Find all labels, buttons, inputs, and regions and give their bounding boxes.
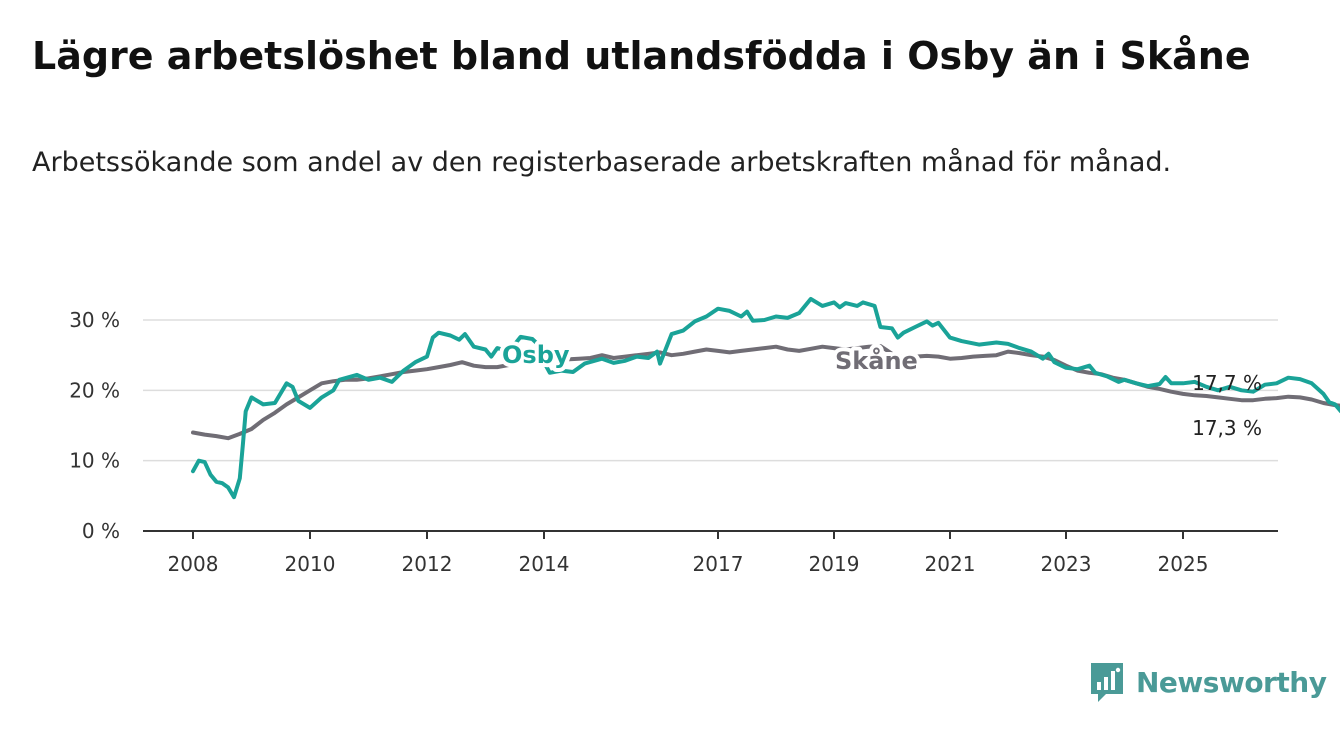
end-label-osby: 17,3 %	[1192, 416, 1262, 440]
x-tick-label: 2014	[519, 552, 570, 576]
x-tick-label: 2023	[1041, 552, 1092, 576]
series-line-osby	[191, 296, 1340, 500]
brand-name: Newsworthy	[1136, 665, 1327, 699]
brand-logo: Newsworthy	[1088, 660, 1327, 704]
x-tick-label: 2019	[809, 552, 860, 576]
chart-subtitle: Arbetssökande som andel av den registerb…	[32, 147, 1172, 178]
y-tick-label: 10 %	[69, 449, 120, 473]
x-tick-label: 2012	[402, 552, 453, 576]
chart-title: Lägre arbetslöshet bland utlandsfödda i …	[32, 34, 1251, 78]
x-tick-label: 2010	[285, 552, 336, 576]
end-label-skane: 17,7 %	[1192, 371, 1262, 395]
x-tick-label: 2021	[925, 552, 976, 576]
series-label-osby: Osby	[502, 341, 570, 369]
newsworthy-logo-icon	[1091, 663, 1123, 702]
y-tick-label: 20 %	[69, 378, 120, 402]
y-tick-label: 30 %	[69, 308, 120, 332]
y-tick-label: 0 %	[82, 519, 120, 543]
x-tick-label: 2008	[168, 552, 219, 576]
x-tick-label: 2017	[693, 552, 744, 576]
series-line-skane	[191, 344, 1340, 441]
x-tick-label: 2025	[1158, 552, 1209, 576]
series-label-skane: Skåne	[835, 346, 918, 375]
